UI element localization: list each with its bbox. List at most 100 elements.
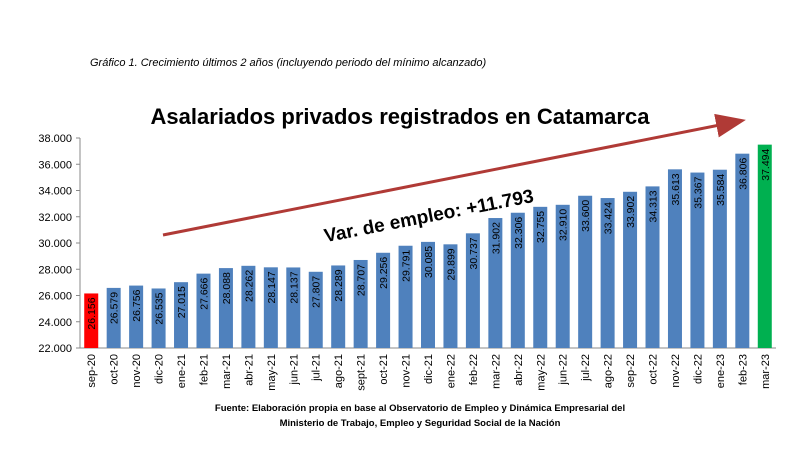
value-label: 35.584	[715, 174, 727, 206]
value-label: 33.424	[603, 202, 615, 234]
bar	[465, 233, 480, 348]
value-label: 35.367	[692, 176, 704, 208]
y-tick-label: 32.000	[38, 212, 72, 224]
value-label: 29.791	[401, 250, 413, 282]
value-label: 35.613	[670, 173, 682, 205]
x-tick-label: abr-22	[513, 354, 525, 386]
value-label: 33.902	[625, 196, 637, 228]
bar	[510, 212, 525, 348]
value-label: 36.806	[737, 158, 749, 190]
bar	[488, 218, 503, 348]
y-tick-label: 24.000	[38, 317, 72, 329]
bar	[196, 273, 211, 348]
source: Ministerio de Trabajo, Empleo y Segurida…	[280, 418, 561, 429]
value-label: 29.256	[378, 257, 390, 289]
bar	[376, 252, 391, 348]
value-label: 37.494	[760, 148, 772, 180]
value-label: 31.902	[490, 222, 502, 254]
bar	[623, 191, 638, 348]
bar	[151, 288, 166, 348]
value-label: 32.306	[513, 217, 525, 249]
x-tick-label: may-21	[266, 354, 278, 391]
bar	[600, 198, 615, 348]
x-tick-label: may-22	[535, 354, 547, 391]
value-label: 28.147	[266, 271, 278, 303]
bar	[308, 271, 323, 348]
chart-title: Asalariados privados registrados en Cata…	[151, 104, 651, 129]
bar	[533, 206, 548, 348]
bar	[241, 265, 256, 348]
x-tick-label: ago-22	[603, 354, 615, 388]
bar	[735, 153, 750, 348]
value-label: 28.088	[221, 272, 233, 304]
bar	[218, 268, 233, 348]
x-tick-label: mar-23	[760, 354, 772, 389]
y-tick-label: 22.000	[38, 343, 72, 355]
bar	[106, 287, 121, 348]
bar	[757, 144, 772, 348]
value-label: 26.156	[86, 297, 98, 329]
value-label: 26.535	[154, 292, 166, 324]
y-tick-label: 30.000	[38, 238, 72, 250]
value-label: 27.015	[176, 286, 188, 318]
x-tick-label: ene-21	[176, 354, 188, 388]
bar	[712, 169, 727, 348]
x-tick-label: sep-22	[625, 354, 637, 388]
y-tick-label: 34.000	[38, 186, 72, 198]
value-label: 27.666	[198, 277, 210, 309]
x-tick-label: jun-21	[288, 354, 300, 386]
bar	[667, 169, 682, 348]
y-tick-label: 36.000	[38, 159, 72, 171]
x-tick-label: oct-21	[378, 354, 390, 385]
value-label: 28.707	[356, 264, 368, 296]
value-label: 30.737	[468, 237, 480, 269]
trend-arrow	[162, 113, 746, 237]
x-tick-label: mar-21	[221, 354, 233, 389]
bar	[84, 293, 99, 348]
value-label: 27.807	[311, 276, 323, 308]
x-tick-label: ene-22	[445, 354, 457, 388]
x-tick-label: jul-22	[580, 354, 592, 382]
value-label: 28.289	[333, 269, 345, 301]
x-tick-label: dic-22	[692, 354, 704, 384]
y-tick-label: 28.000	[38, 264, 72, 276]
x-tick-label: abr-21	[243, 354, 255, 386]
bar	[443, 244, 458, 348]
bar	[174, 282, 189, 348]
x-tick-label: dic-20	[154, 354, 166, 384]
x-tick-label: nov-21	[401, 354, 413, 388]
value-label: 29.899	[445, 248, 457, 280]
x-tick-label: mar-22	[490, 354, 502, 389]
bar	[263, 267, 278, 348]
x-tick-label: dic-21	[423, 354, 435, 384]
bar	[129, 285, 144, 348]
bar	[353, 259, 368, 348]
x-tick-label: feb-22	[468, 354, 480, 385]
value-label: 33.600	[580, 200, 592, 232]
x-tick-label: sep-20	[86, 354, 98, 388]
x-tick-label: jun-22	[558, 354, 570, 386]
annotation: Var. de empleo: +11.793	[322, 186, 535, 247]
bar	[578, 195, 593, 348]
x-tick-label: sept-21	[356, 354, 368, 391]
bar	[690, 172, 705, 348]
x-tick-label: jul-21	[311, 354, 323, 382]
value-label: 26.756	[131, 289, 143, 321]
bar	[421, 241, 435, 348]
value-label: 30.085	[423, 246, 435, 278]
bar	[286, 267, 301, 348]
x-tick-label: ene-23	[715, 354, 727, 388]
value-label: 28.262	[243, 270, 255, 302]
y-tick-label: 26.000	[38, 291, 72, 303]
x-tick-label: ago-21	[333, 354, 345, 388]
y-tick-label: 38.000	[38, 133, 72, 145]
value-label: 28.137	[288, 271, 300, 303]
x-tick-label: oct-22	[648, 354, 660, 385]
bar	[331, 265, 346, 348]
x-tick-label: feb-21	[198, 354, 210, 385]
bar	[555, 204, 570, 348]
value-label: 32.910	[558, 209, 570, 241]
bar	[398, 245, 413, 348]
value-label: 26.579	[109, 292, 121, 324]
